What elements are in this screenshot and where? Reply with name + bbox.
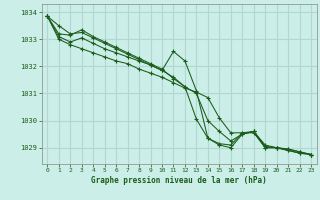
X-axis label: Graphe pression niveau de la mer (hPa): Graphe pression niveau de la mer (hPa) [91,176,267,185]
